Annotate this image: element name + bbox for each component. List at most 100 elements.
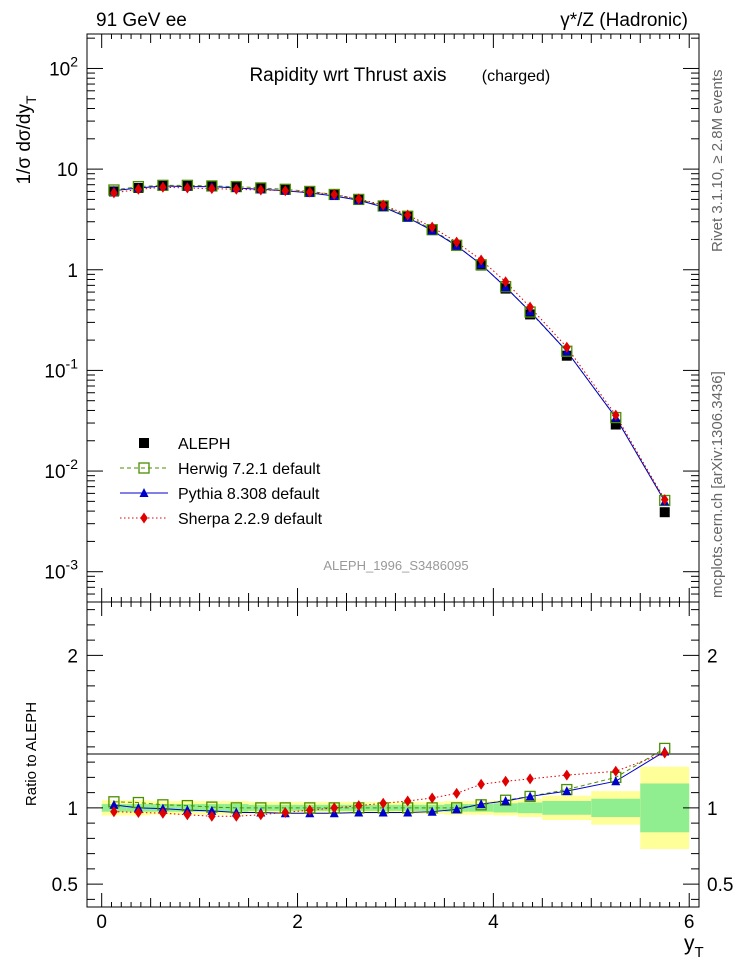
main-axis-ticks — [87, 34, 699, 603]
main-point — [659, 507, 670, 518]
ratio-point — [208, 810, 216, 822]
ratio-point — [232, 810, 241, 822]
main-point — [610, 419, 621, 430]
ratio-frame — [86, 601, 700, 908]
ratio-point — [110, 806, 118, 818]
ratio-point — [477, 778, 485, 790]
ratio-y-tick-label-right: 2 — [707, 646, 718, 667]
main-point — [257, 184, 265, 196]
main-point — [660, 494, 669, 506]
ratio-point — [428, 792, 436, 804]
ratio-y-tick-label: 2 — [67, 646, 78, 667]
x-axis-label-sub: T — [695, 944, 704, 961]
y-tick-label-base: 10 — [44, 462, 65, 483]
ratio-point — [330, 802, 339, 814]
legend-label: Pythia 8.308 default — [178, 486, 320, 503]
y-tick-label-exp: 2 — [70, 53, 78, 69]
main-point — [305, 186, 314, 198]
inner-band — [517, 802, 543, 814]
ratio-point — [134, 806, 143, 818]
ratio-point — [563, 769, 571, 781]
ratio-point — [257, 809, 265, 821]
y-tick-label-exp: -3 — [66, 557, 79, 573]
main-series-line — [113, 184, 666, 501]
main-point — [232, 183, 241, 195]
legend-label: Sherpa 2.2.9 default — [178, 511, 323, 528]
y-tick-label: 102 — [49, 53, 78, 80]
main-point — [379, 199, 388, 211]
main-point — [611, 409, 620, 421]
ratio-point — [378, 807, 388, 817]
main-point — [159, 181, 167, 193]
ratio-point — [183, 809, 192, 821]
ratio-point — [526, 773, 534, 785]
main-point — [501, 276, 510, 288]
main-point — [110, 187, 118, 199]
main-plot-panel: Rapidity wrt Thrust axis (charged) 10-31… — [14, 33, 700, 603]
ratio-y-tick-label: 1 — [67, 799, 78, 820]
ratio-point — [499, 794, 512, 806]
ratio-plot-panel: 0.5 0.5 1 1 2 2 0 2 4 6 Ratio to ALEPH yT — [23, 601, 734, 961]
ratio-ylabel: Ratio to ALEPH — [23, 702, 40, 806]
y-tick-label: 10 — [57, 160, 78, 181]
ratio-y-tick-label-right: 0.5 — [707, 875, 733, 896]
main-point — [330, 188, 339, 200]
main-series-line — [113, 185, 666, 502]
ratio-y-tick-label: 0.5 — [52, 875, 78, 896]
ratio-point — [305, 804, 314, 816]
ratio-point — [525, 791, 535, 801]
legend-marker — [139, 488, 149, 497]
main-subtitle: (charged) — [482, 68, 550, 85]
ratio-point — [159, 807, 167, 819]
legend-label: Herwig 7.2.1 default — [178, 461, 321, 478]
ratio-point — [476, 799, 486, 809]
ratio-point — [379, 797, 388, 809]
y-tick-label-exp: -2 — [66, 456, 79, 472]
ratio-y-tick-label-right: 1 — [707, 799, 718, 820]
legend-label: ALEPH — [178, 436, 230, 453]
main-point — [183, 182, 192, 194]
x-tick-label: 0 — [96, 912, 107, 933]
y-tick-label: 10-1 — [44, 355, 78, 382]
ratio-point — [501, 796, 511, 806]
legend-marker — [138, 462, 150, 474]
legend: ALEPH Herwig 7.2.1 default Pythia 8.308 de… — [120, 436, 323, 528]
ratio-point — [611, 776, 621, 786]
main-point — [452, 236, 461, 248]
ratio-point — [207, 805, 217, 815]
main-series-group — [108, 179, 671, 518]
ratio-series-group — [108, 742, 671, 822]
main-point — [428, 221, 436, 233]
main-point — [526, 301, 534, 313]
y-tick-label: 10-2 — [44, 456, 78, 483]
main-point — [563, 341, 571, 353]
y-tick-label-base: 10 — [49, 59, 70, 80]
main-point — [354, 193, 363, 205]
watermark: ALEPH_1996_S3486095 — [323, 558, 468, 573]
ratio-point — [403, 807, 413, 817]
ratio-axis-ticks — [87, 602, 699, 907]
ratio-point — [403, 795, 412, 807]
main-point — [134, 183, 143, 195]
ratio-point — [611, 765, 620, 777]
x-tick-label: 2 — [292, 912, 303, 933]
main-ylabel: 1/σ dσ/dyT — [14, 95, 39, 185]
ratio-y-tick-labels: 0.5 0.5 1 1 2 2 — [52, 646, 734, 896]
ratio-point — [354, 807, 364, 817]
ratio-point — [354, 800, 363, 812]
inner-band — [640, 783, 690, 833]
inner-band — [542, 801, 592, 815]
x-tick-label: 6 — [684, 912, 695, 933]
main-series-line — [113, 186, 666, 500]
main-point — [403, 209, 412, 221]
ratio-point — [452, 787, 461, 799]
ratio-point — [660, 747, 669, 759]
legend-marker — [139, 438, 149, 448]
y-tick-label: 1 — [67, 261, 78, 282]
inner-band — [493, 803, 518, 813]
y-tick-label-base: 10 — [44, 563, 65, 584]
main-ylabel-main: 1/σ dσ/dy — [14, 104, 35, 185]
main-point — [281, 185, 290, 197]
